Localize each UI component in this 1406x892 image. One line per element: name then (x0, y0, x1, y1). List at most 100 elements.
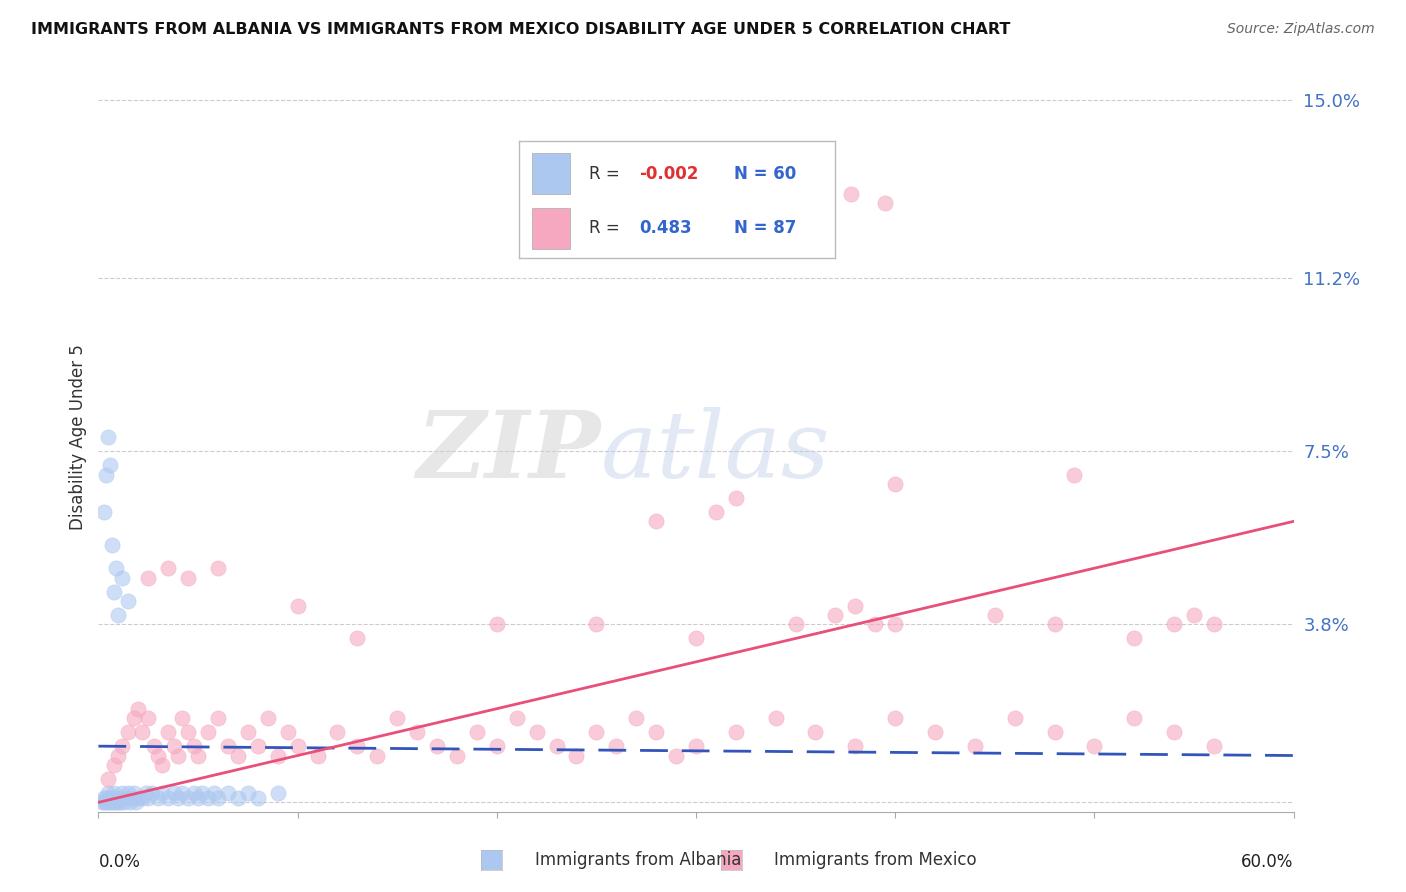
Point (924, 725, 946, 739)
Point (136, 711, 159, 725)
Point (148, 790, 170, 805)
Point (217, 786, 239, 800)
Point (111, 786, 134, 800)
Point (287, 739, 309, 753)
Point (157, 725, 180, 739)
Point (207, 711, 229, 725)
Point (183, 739, 205, 753)
Point (163, 786, 186, 800)
Point (101, 790, 124, 805)
Text: ZIP: ZIP (416, 407, 600, 497)
Point (191, 786, 214, 800)
Point (103, 796, 125, 810)
Point (1163, 617, 1185, 632)
Point (124, 786, 146, 800)
Point (267, 748, 290, 763)
Point (804, 195, 827, 210)
Point (406, 725, 429, 739)
Point (236, 725, 259, 739)
Point (724, 491, 747, 505)
Point (685, 632, 707, 646)
Point (101, 538, 124, 552)
Point (267, 786, 290, 800)
Point (103, 584, 125, 599)
Point (136, 571, 159, 585)
Point (785, 617, 807, 632)
Point (202, 786, 225, 800)
Point (546, 739, 568, 753)
Point (187, 790, 209, 805)
Point (135, 786, 157, 800)
Text: 0.483: 0.483 (640, 219, 692, 236)
Point (117, 786, 139, 800)
Point (97, 796, 120, 810)
Point (865, 617, 887, 632)
Point (465, 725, 488, 739)
Point (875, 195, 897, 210)
Point (385, 711, 409, 725)
Point (1123, 632, 1146, 646)
Point (207, 561, 229, 575)
Point (148, 748, 170, 763)
Point (665, 748, 688, 763)
Point (426, 739, 449, 753)
Point (1083, 739, 1105, 753)
Point (704, 505, 727, 519)
Point (366, 748, 388, 763)
Point (207, 790, 229, 805)
Text: R =: R = (589, 219, 624, 236)
Point (526, 725, 548, 739)
Point (107, 796, 129, 810)
Point (136, 790, 159, 805)
Point (685, 739, 707, 753)
Point (177, 790, 200, 805)
Point (645, 725, 668, 739)
Point (96, 467, 118, 482)
Point (127, 701, 149, 715)
Point (346, 632, 368, 646)
Point (984, 608, 1007, 623)
Point (105, 790, 128, 805)
Text: R =: R = (589, 165, 624, 183)
Point (107, 748, 129, 763)
Point (125, 796, 148, 810)
Point (93, 796, 115, 810)
Point (111, 790, 134, 805)
Point (177, 725, 200, 739)
Text: -0.002: -0.002 (640, 165, 699, 183)
Point (1182, 608, 1205, 623)
Text: Immigrants from Albania: Immigrants from Albania (534, 851, 741, 869)
Point (565, 748, 588, 763)
Point (115, 790, 138, 805)
Point (197, 725, 219, 739)
Point (103, 786, 125, 800)
Point (844, 739, 866, 753)
Point (506, 711, 529, 725)
Point (96, 790, 118, 805)
Text: 60.0%: 60.0% (1241, 853, 1294, 871)
Point (645, 514, 668, 528)
Point (963, 739, 986, 753)
Point (287, 599, 309, 613)
Text: Immigrants from Mexico: Immigrants from Mexico (775, 851, 977, 869)
Point (1123, 711, 1146, 725)
Point (585, 725, 607, 739)
Point (1063, 467, 1085, 482)
Point (765, 711, 787, 725)
Point (585, 617, 607, 632)
Point (804, 725, 827, 739)
Point (107, 790, 129, 805)
Point (98, 790, 122, 805)
Point (226, 748, 249, 763)
Point (157, 561, 180, 575)
Point (163, 739, 186, 753)
Point (107, 608, 129, 623)
Point (105, 796, 128, 810)
Point (117, 594, 139, 608)
Text: Source: ZipAtlas.com: Source: ZipAtlas.com (1227, 22, 1375, 37)
Point (277, 725, 299, 739)
Point (167, 790, 190, 805)
Point (98, 796, 122, 810)
Point (605, 739, 627, 753)
Point (103, 758, 125, 772)
